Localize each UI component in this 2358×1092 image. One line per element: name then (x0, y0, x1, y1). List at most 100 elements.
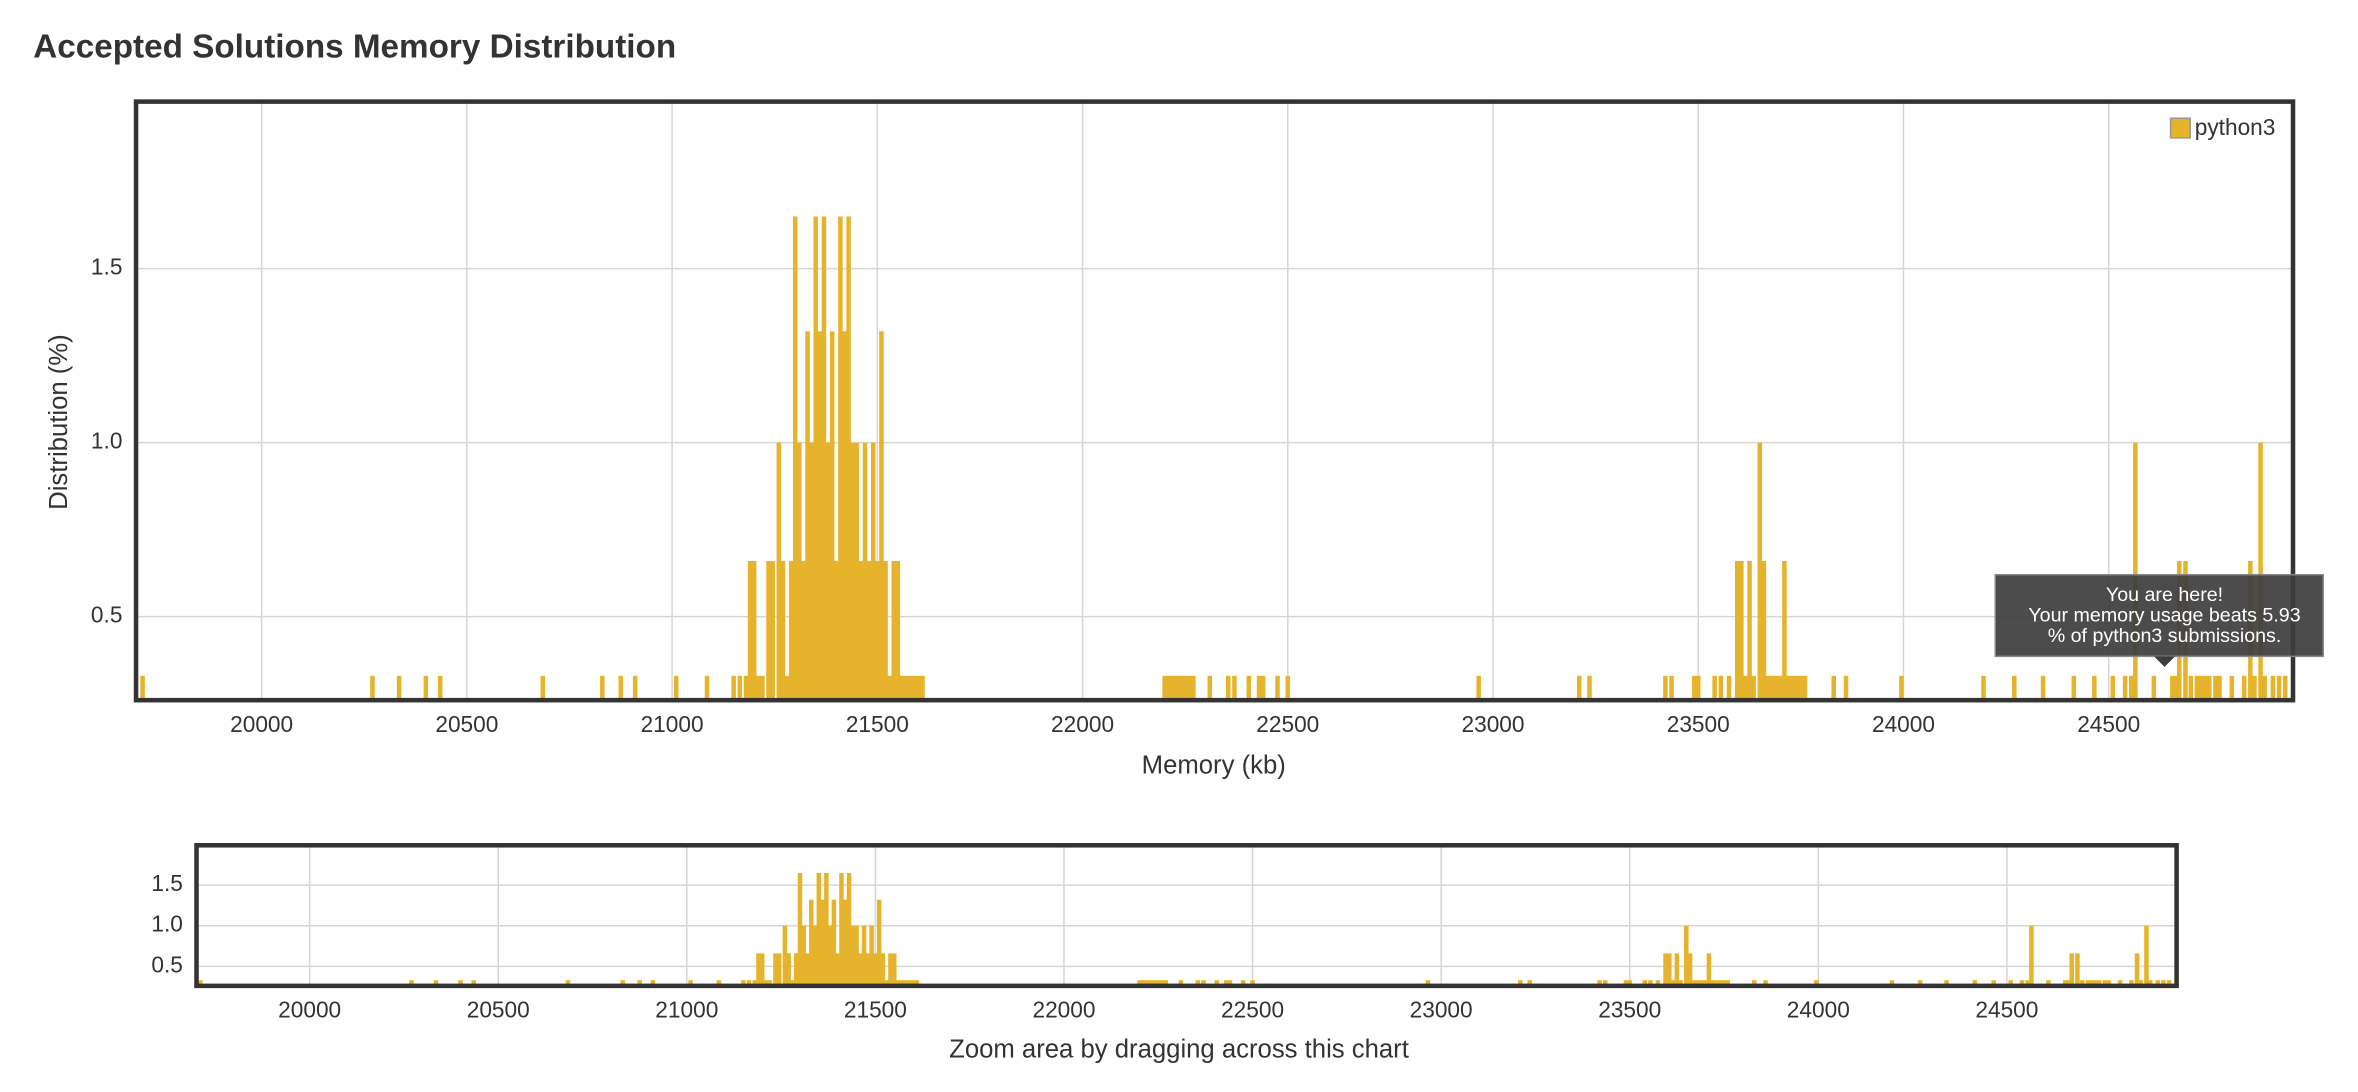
bar (1174, 675, 1180, 701)
bar (1751, 980, 1757, 986)
bar (2093, 980, 2098, 986)
bar (912, 675, 917, 701)
bar (1159, 980, 1165, 986)
bar (2276, 675, 2282, 701)
bar (1765, 675, 1771, 701)
x-tick-label: 22500 (1221, 997, 1284, 1023)
bar (842, 899, 848, 986)
bar (198, 980, 203, 986)
bar (396, 675, 402, 701)
bar (1721, 980, 1727, 986)
bar (1691, 675, 1697, 701)
bar (891, 560, 897, 701)
bar (876, 899, 882, 986)
tooltip-line: You are here! (2106, 584, 2223, 606)
bar (540, 675, 546, 701)
bar (903, 980, 908, 986)
bar (756, 953, 761, 986)
y-tick-label: 1.5 (151, 870, 182, 896)
bar (2063, 980, 2068, 986)
bar (809, 899, 814, 986)
bar (1144, 980, 1150, 986)
bar (809, 442, 814, 701)
bar (2075, 953, 2080, 986)
bar (1773, 675, 1779, 701)
bar (409, 980, 414, 986)
bar (2217, 675, 2222, 701)
bar (1944, 980, 1949, 986)
x-tick-label: 22000 (1051, 711, 1114, 737)
x-tick-label: 24500 (1975, 997, 2038, 1023)
bar (1214, 980, 1219, 986)
bar (2262, 675, 2267, 701)
x-tick-label: 24000 (1787, 997, 1850, 1023)
bar (1587, 675, 1592, 701)
bar (2138, 980, 2144, 986)
bar (2161, 980, 2166, 986)
bar (2019, 980, 2025, 986)
bar (1227, 980, 1233, 986)
bar (1814, 980, 1819, 986)
main-plot[interactable]: 20000 20500 21000 21500 22000 22500 23000 23500… (91, 99, 2296, 737)
bar (835, 953, 840, 986)
bar (920, 675, 925, 701)
bar (2229, 675, 2235, 701)
bar (850, 925, 856, 986)
bar (1655, 980, 1661, 986)
bar (2097, 980, 2102, 986)
bar (907, 675, 913, 701)
bar (1667, 953, 1672, 986)
bar (801, 560, 806, 701)
bar (2110, 675, 2116, 701)
bar (2089, 980, 2095, 986)
bar (846, 216, 851, 701)
bar (903, 675, 909, 701)
bar (1152, 980, 1157, 986)
bar (869, 925, 874, 986)
bar (1669, 675, 1674, 701)
bar (1687, 953, 1693, 986)
bar (2213, 675, 2218, 701)
bar (816, 872, 822, 986)
x-tick-label: 23000 (1462, 711, 1525, 737)
bar (1889, 980, 1895, 986)
bar (2166, 980, 2172, 986)
bar (827, 925, 833, 986)
bar (1725, 980, 1731, 986)
bar (858, 953, 863, 986)
bar (1786, 675, 1791, 701)
legend-label: python3 (2195, 114, 2276, 140)
x-tick-label: 24500 (2077, 711, 2140, 737)
bar (1191, 675, 1196, 701)
bar (770, 560, 775, 701)
bar (1207, 675, 1213, 701)
bar (759, 953, 765, 986)
bar (825, 442, 831, 701)
bar (2147, 980, 2153, 986)
bar (737, 675, 743, 701)
bar (1714, 980, 1719, 986)
y-tick-label: 0.5 (91, 602, 123, 628)
bar (1623, 980, 1629, 986)
bar (880, 953, 886, 986)
navigator[interactable]: 20000 20500 21000 21500 22000 22500 23000 23500… (151, 843, 2179, 1023)
bar (2122, 675, 2128, 701)
bar (1684, 925, 1689, 986)
bar (704, 675, 710, 701)
bar (2258, 442, 2263, 701)
bar (2270, 675, 2276, 701)
legend-swatch (2169, 117, 2191, 139)
bar (1712, 675, 1717, 701)
bar (792, 216, 798, 701)
bar (1972, 980, 1978, 986)
bar (1648, 980, 1653, 986)
bar (1201, 980, 1206, 986)
bar (2106, 980, 2111, 986)
bar (632, 675, 638, 701)
bar (805, 953, 810, 986)
y-tick-label: 1.5 (91, 254, 123, 280)
bar (838, 216, 843, 701)
bar (1739, 560, 1744, 701)
bar (2025, 980, 2030, 986)
bar (1691, 980, 1697, 986)
